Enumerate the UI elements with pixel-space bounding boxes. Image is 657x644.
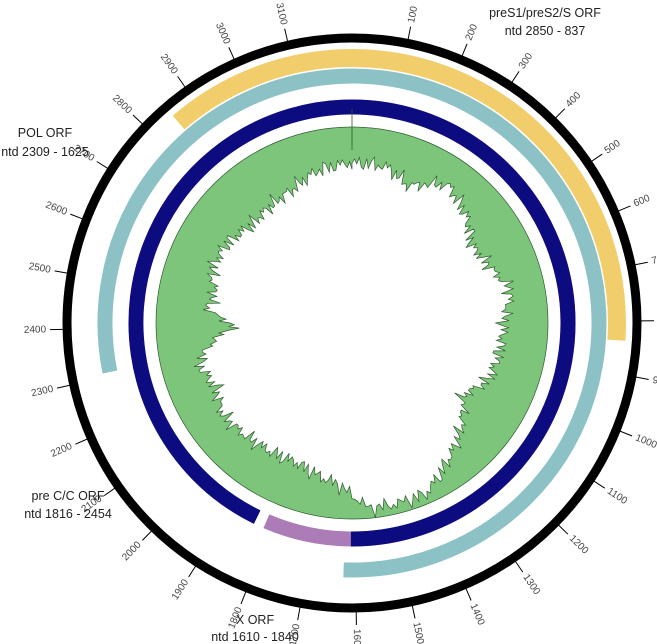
tick-marks [50, 26, 655, 626]
tick-label: 400 [564, 90, 584, 110]
tick-mark [635, 376, 649, 380]
tick-label: 1200 [567, 533, 591, 557]
tick-mark [142, 530, 152, 541]
tick-mark [56, 384, 70, 389]
x-orf-label: X ORF [236, 613, 275, 627]
coverage-profile [155, 126, 549, 520]
tick-label: 1100 [605, 486, 629, 507]
tick-label: 1400 [468, 602, 487, 627]
tick-mark [54, 270, 68, 274]
tick-mark [103, 487, 116, 497]
tick-mark [558, 524, 569, 535]
tick-label: 500 [603, 138, 623, 157]
prec-orf-range: ntd 1816 - 2454 [24, 507, 112, 521]
tick-label: 2600 [44, 200, 69, 218]
tick-mark [407, 26, 412, 40]
tick-label: 700 [651, 253, 657, 267]
genome-backbone-ring [62, 33, 642, 613]
pol-orf-arc [97, 68, 607, 578]
tick-mark [297, 607, 301, 621]
tick-mark [591, 153, 603, 162]
pol-orf-range: ntd 2309 - 1625 [1, 145, 89, 159]
tick-label: 3100 [273, 2, 289, 27]
pres-orf-arc [172, 49, 626, 341]
tick-mark [75, 438, 88, 445]
tick-mark [96, 161, 109, 169]
tick-label: 300 [517, 51, 536, 71]
tick-label: 1600 [351, 629, 362, 644]
tick-label: 1900 [170, 577, 192, 602]
tick-mark [240, 591, 247, 605]
tick-label: 1500 [410, 621, 425, 644]
tick-label: 1300 [520, 572, 542, 597]
tick-label: 200 [464, 22, 481, 42]
tick-label: 2900 [158, 52, 180, 77]
tick-mark [465, 588, 472, 601]
tick-label: 600 [632, 193, 652, 210]
tick-label: 2000 [120, 539, 144, 563]
tick-mark [593, 480, 606, 489]
tick-label: 3000 [213, 21, 232, 46]
tick-mark [555, 108, 566, 119]
tick-mark [411, 605, 416, 619]
tick-mark [70, 213, 83, 220]
tick-mark [514, 561, 524, 573]
prec-orf-label: pre C/C ORF [32, 489, 105, 503]
tick-mark [634, 261, 648, 266]
tick-label: 2200 [49, 441, 74, 460]
tick-mark [618, 205, 631, 212]
tick-label: 1000 [634, 433, 657, 452]
tick-mark [284, 28, 289, 42]
tick-mark [511, 71, 520, 83]
x-orf-arc [128, 99, 576, 547]
pres-orf-range: ntd 2850 - 837 [505, 24, 586, 38]
tick-mark [188, 565, 197, 578]
tick-mark [228, 47, 235, 60]
tick-label: 2300 [30, 384, 55, 400]
tick-mark [619, 430, 633, 437]
x-orf-range: ntd 1610 - 1840 [211, 630, 299, 644]
tick-mark [461, 43, 468, 56]
tick-label: 900 [652, 375, 657, 389]
tick-label: 100 [406, 5, 420, 24]
pol-orf-label: POL ORF [18, 126, 73, 140]
tick-label: 2800 [110, 93, 134, 117]
tick-mark [132, 114, 143, 125]
tick-label: 2400 [24, 324, 47, 336]
pres-orf-label: preS1/preS2/S ORF [489, 6, 601, 20]
tick-label: 1700 [288, 623, 303, 644]
tick-label: 2500 [28, 261, 52, 276]
tick-mark [177, 76, 186, 88]
